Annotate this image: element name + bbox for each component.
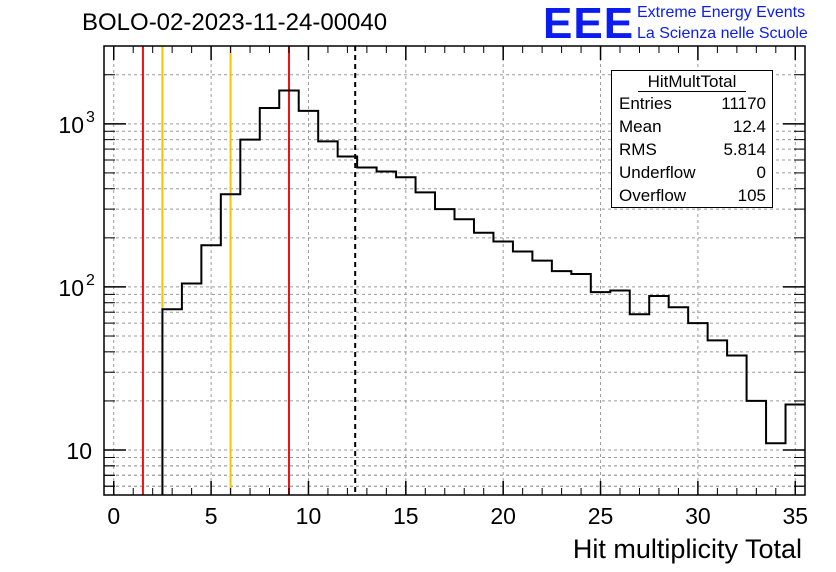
x-tick-label: 0 [107, 503, 120, 529]
x-axis-label: Hit multiplicity Total [572, 534, 802, 564]
logo-line-1: Extreme Energy Events [637, 4, 806, 21]
y-tick-label: 10 [58, 275, 84, 301]
stats-key: Mean [619, 117, 662, 136]
stats-title: HitMultTotal [638, 71, 746, 92]
plot-frame [103, 45, 806, 496]
chart-title: BOLO-02-2023-11-24-00040 [82, 9, 388, 36]
x-tick-label: 30 [685, 503, 711, 529]
logo-line-2: La Scienza nelle Scuole [637, 25, 808, 42]
stats-value: 105 [737, 186, 766, 205]
stats-key: RMS [619, 140, 657, 159]
stats-row: RMS 5.814 [612, 138, 772, 161]
x-tick-label: 35 [782, 503, 808, 529]
stats-key: Overflow [619, 186, 687, 205]
stats-value: 12.4 [732, 117, 766, 136]
y-tick-exponent: 2 [86, 272, 95, 289]
x-tick-labels: 0 5 10 15 20 25 30 35 [107, 503, 808, 529]
y-tick-label: 10 [58, 112, 84, 138]
marker-lines [141, 46, 357, 495]
stats-value: 11170 [721, 94, 766, 113]
stats-row: Overflow 105 [612, 184, 772, 207]
x-tick-label: 25 [588, 503, 614, 529]
x-tick-label: 10 [296, 503, 322, 529]
eee-logo: EEE [543, 0, 635, 48]
y-tick-label: 10 [66, 438, 92, 464]
x-tick-label: 5 [205, 503, 218, 529]
stats-key: Underflow [619, 163, 696, 182]
histogram-line [161, 89, 805, 495]
stats-value: 0 [756, 163, 766, 182]
stats-value: 5.814 [723, 140, 766, 159]
stats-row: Entries 11170 [612, 92, 772, 115]
stats-key: Entries [619, 94, 672, 113]
x-tick-label: 15 [393, 503, 419, 529]
x-tick-label: 20 [490, 503, 516, 529]
stats-row: Mean 12.4 [612, 115, 772, 138]
y-tick-exponent: 3 [86, 109, 95, 126]
stats-box: HitMultTotal Entries 11170 Mean 12.4 RMS… [611, 70, 773, 208]
axis-ticks [104, 45, 805, 495]
stats-row: Underflow 0 [612, 161, 772, 184]
